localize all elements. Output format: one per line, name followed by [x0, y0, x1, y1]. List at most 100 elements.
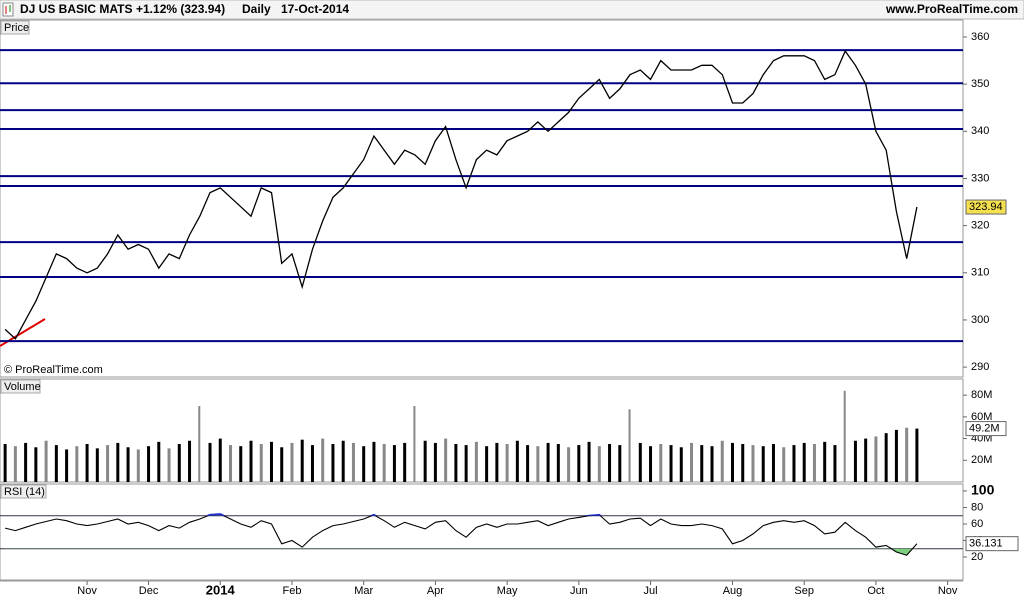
volume-bar: [13, 446, 17, 482]
price-line: [4, 49, 918, 340]
volume-bar: [771, 444, 775, 482]
volume-bar: [608, 444, 612, 482]
volume-bar: [392, 445, 396, 482]
volume-bar: [546, 442, 550, 482]
volume-bar: [690, 442, 694, 482]
volume-bar: [628, 409, 631, 482]
volume-bar: [505, 444, 509, 482]
x-tick-label: Apr: [427, 585, 444, 597]
y-tick-label: 360: [971, 31, 989, 43]
rsi-panel: [0, 483, 964, 581]
panel-tag: [0, 484, 47, 499]
volume-bar: [3, 444, 7, 482]
x-tick-label: Oct: [867, 585, 884, 597]
volume-bar: [792, 445, 796, 482]
volume-bar: [782, 447, 786, 482]
volume-bar: [454, 444, 458, 482]
volume-bar: [495, 442, 499, 482]
x-tick-label: May: [497, 585, 518, 597]
volume-bar: [802, 442, 806, 482]
price-panel: [0, 19, 964, 378]
volume-bar: [382, 444, 386, 482]
volume-bar: [638, 442, 642, 482]
volume-bar: [126, 447, 130, 482]
x-tick-label: Sep: [794, 585, 814, 597]
volume-bar: [321, 438, 325, 482]
volume-bar: [95, 448, 99, 482]
x-tick-label: Mar: [354, 585, 373, 597]
volume-bar: [526, 445, 530, 482]
volume-bar: [669, 445, 673, 482]
x-tick-label: Dec: [139, 585, 159, 597]
x-tick-label: 2014: [206, 582, 236, 597]
volume-bar: [300, 439, 304, 482]
volume-bar: [833, 445, 837, 482]
last-value-box: [965, 421, 1007, 437]
volume-bar: [269, 441, 273, 482]
volume-bar: [433, 442, 437, 482]
rsi-line: [4, 513, 918, 556]
y-tick-label: 80M: [971, 389, 992, 401]
volume-bar: [75, 446, 79, 482]
volume-bar: [700, 445, 704, 482]
volume-bar: [905, 427, 909, 482]
volume-bar: [188, 440, 192, 482]
y-tick-label: 340: [971, 125, 989, 137]
volume-bar: [577, 445, 581, 482]
volume-bar: [843, 390, 846, 482]
volume-bar: [106, 445, 110, 482]
volume-bar: [341, 440, 345, 482]
y-tick-label: 330: [971, 172, 989, 184]
volume-bar: [54, 445, 58, 482]
volume-bar: [679, 447, 683, 482]
volume-bar: [116, 442, 120, 482]
last-value: 49.2M: [969, 423, 1000, 435]
volume-bar: [423, 440, 427, 482]
volume-bar: [761, 446, 765, 482]
volume-bar: [567, 447, 571, 482]
volume-bar: [915, 428, 919, 482]
volume-bar: [136, 449, 140, 482]
y-tick-label: 350: [971, 78, 989, 90]
volume-bar: [310, 445, 314, 482]
volume-bar: [823, 441, 827, 482]
x-tick-label: Nov: [938, 585, 958, 597]
volume-bar: [884, 433, 888, 482]
volume-bar: [864, 438, 868, 482]
volume-bar: [812, 444, 816, 482]
volume-bar: [44, 440, 48, 482]
volume-bar: [280, 447, 284, 482]
volume-panel: [0, 378, 964, 483]
volume-bar: [556, 444, 560, 482]
y-tick-label: 60: [971, 518, 983, 530]
volume-bar: [147, 446, 151, 482]
period: Daily: [242, 2, 271, 16]
volume-bar: [474, 441, 478, 482]
volume-bar: [597, 446, 601, 482]
volume-bar: [659, 444, 663, 482]
volume-bar: [730, 442, 734, 482]
y-tick-label: 100: [971, 482, 995, 498]
volume-bar: [239, 446, 243, 482]
volume-bar: [515, 440, 519, 482]
volume-bar: [177, 444, 181, 482]
panel-title: Price: [4, 22, 29, 34]
x-tick-label: Jun: [570, 585, 588, 597]
volume-bar: [485, 446, 489, 482]
last-value-box: [965, 199, 1007, 215]
panel-tag: [0, 20, 30, 35]
volume-bar: [413, 406, 416, 482]
volume-bar: [853, 440, 857, 482]
volume-bar: [34, 447, 38, 482]
instrument: DJ US BASIC MATS: [20, 2, 132, 16]
volume-bar: [362, 446, 366, 482]
volume-bar: [403, 442, 407, 482]
volume-bar: [198, 406, 201, 482]
volume-bar: [894, 429, 898, 482]
volume-bar: [351, 442, 355, 482]
volume-bar: [85, 444, 89, 482]
volume-bar: [157, 441, 161, 482]
volume-bar: [618, 445, 622, 482]
